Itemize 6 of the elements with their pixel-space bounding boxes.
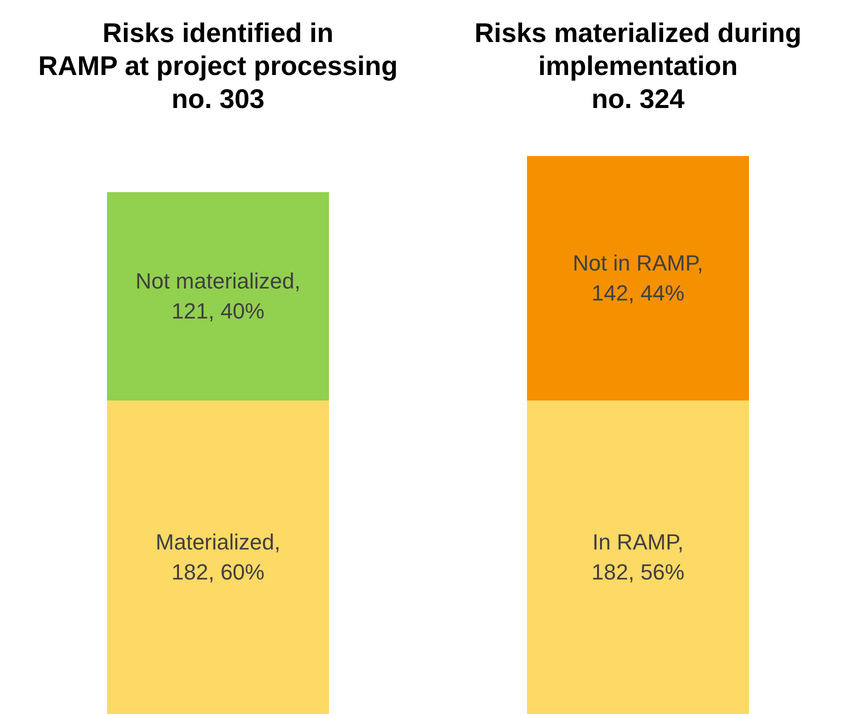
data-label: Not in RAMP, 142, 44% bbox=[572, 250, 704, 306]
data-label: Not materialized, 121, 40% bbox=[135, 268, 301, 324]
data-label: In RAMP, 182, 56% bbox=[592, 529, 684, 584]
data-label: Materialized, 182, 60% bbox=[156, 529, 280, 584]
x-tick-label: Risks identified in RAMP at project processing no. 303 bbox=[38, 18, 398, 114]
x-tick-label: Risks materialized during implementation no. 324 bbox=[474, 18, 802, 114]
